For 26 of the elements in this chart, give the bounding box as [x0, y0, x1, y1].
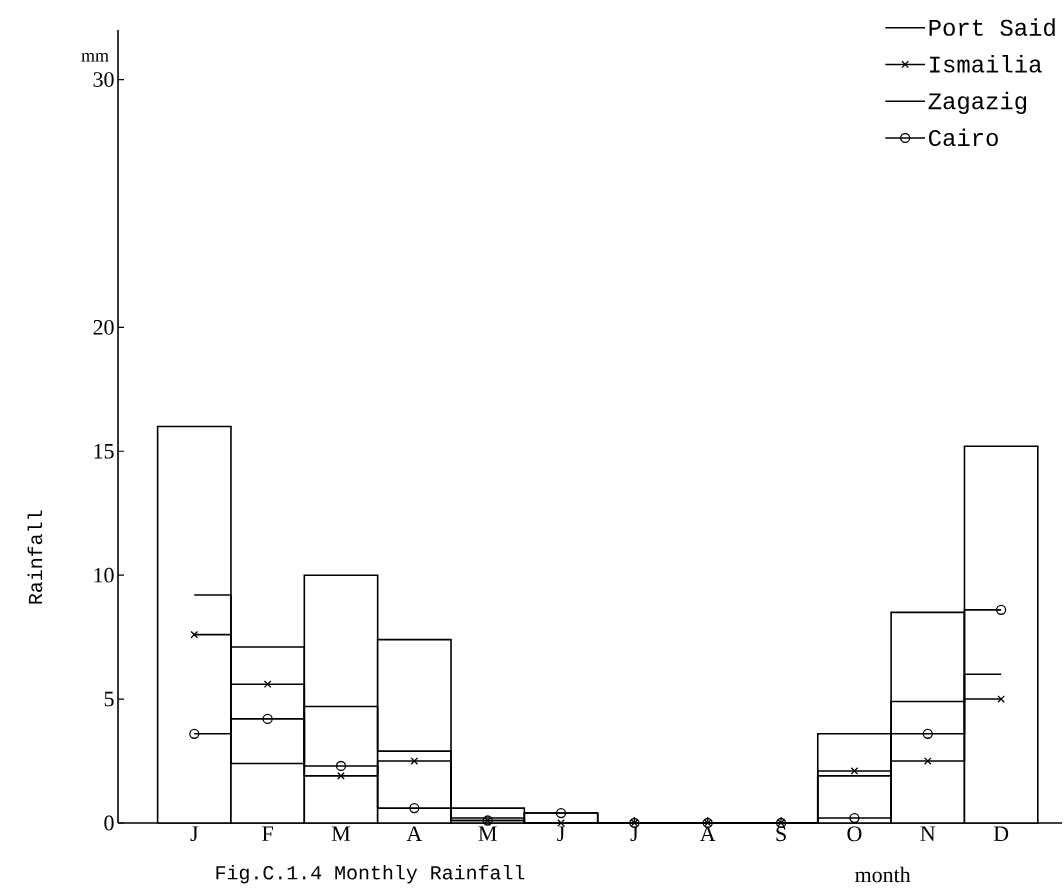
legend-label: Port Said — [929, 18, 1055, 36]
x-tick-label: O — [847, 826, 862, 842]
x-axis-title: month — [855, 866, 911, 883]
x-tick-label: M — [478, 826, 497, 841]
legend-label: Ismailia — [930, 55, 1042, 73]
x-tick-label: J — [190, 826, 199, 842]
legend-label: Cairo — [929, 128, 998, 147]
y-tick-label: 20 — [93, 319, 114, 335]
text: mm — [81, 53, 109, 62]
y-tick-label: 10 — [94, 567, 114, 583]
x-tick-label: M — [331, 826, 351, 841]
x-tick-label: D — [993, 826, 1009, 841]
x-tick-label: J — [630, 826, 639, 842]
legend-label: Zagazig — [928, 91, 1027, 115]
y-tick-label: 0 — [104, 815, 114, 831]
x-tick-label: A — [406, 826, 423, 841]
x-tick-label: A — [700, 826, 716, 841]
x-tick-label: N — [920, 826, 936, 841]
y-tick-label: 30 — [93, 72, 114, 87]
x-tick-label: S — [776, 826, 786, 842]
text: Fig.C.1.4 Monthly Rainfall — [216, 864, 525, 884]
y-tick-label: 5 — [104, 691, 114, 707]
y-axis-title: Rainfall — [27, 510, 43, 604]
x-tick-label: F — [262, 826, 273, 841]
y-tick-label: 15 — [94, 443, 114, 459]
x-tick-label: J — [557, 826, 565, 842]
